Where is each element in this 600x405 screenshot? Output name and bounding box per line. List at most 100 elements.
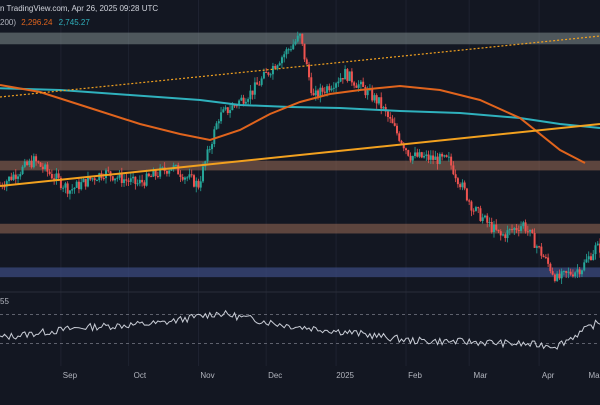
- candle-body: [21, 166, 24, 175]
- x-tick-label: Apr: [542, 371, 555, 380]
- candle-body: [118, 173, 121, 178]
- candle-body: [405, 148, 408, 151]
- candle-body: [549, 263, 552, 272]
- candle-body: [411, 156, 414, 161]
- candle-body: [276, 65, 279, 69]
- candle-body: [66, 183, 69, 194]
- candle-body: [37, 161, 40, 163]
- candle-body: [526, 231, 529, 233]
- candle-body: [132, 176, 135, 179]
- candle-body: [393, 123, 396, 126]
- candle-body: [483, 215, 486, 218]
- candle-body: [86, 176, 89, 187]
- candle-body: [159, 167, 162, 177]
- candle-body: [303, 43, 306, 60]
- candle-body: [260, 78, 263, 85]
- candle-body: [481, 217, 484, 222]
- candle-body: [596, 243, 599, 246]
- candle-body: [30, 160, 33, 168]
- candle-body: [423, 155, 426, 158]
- candle-body: [269, 74, 272, 76]
- candle-body: [123, 179, 126, 183]
- candle-body: [247, 99, 250, 102]
- candle-body: [341, 78, 344, 80]
- candle-body: [305, 59, 308, 65]
- candle-body: [174, 164, 177, 166]
- ascending-trendline: [0, 123, 600, 187]
- candle-body: [317, 90, 320, 98]
- candle-body: [314, 90, 317, 96]
- candle-body: [472, 210, 475, 212]
- candle-body: [592, 254, 595, 261]
- candle-body: [278, 63, 281, 66]
- candle-body: [154, 170, 157, 176]
- ma-legend: 200) 2,296.24 2,745.27: [0, 18, 90, 27]
- candle-body: [59, 177, 62, 189]
- candle-body: [177, 164, 180, 175]
- candle-body: [389, 117, 392, 119]
- candle-body: [127, 180, 130, 182]
- candle-body: [353, 82, 356, 86]
- candle-body: [258, 84, 261, 86]
- candle-body: [161, 167, 164, 169]
- candle-body: [231, 105, 234, 111]
- candle-body: [267, 72, 270, 75]
- candle-body: [251, 90, 254, 95]
- candle-body: [560, 271, 563, 279]
- rsi-line: [0, 309, 600, 350]
- candle-body: [497, 229, 500, 232]
- dotted-trendline: [0, 35, 600, 98]
- candle-body: [565, 271, 568, 273]
- zone-support: [0, 267, 600, 278]
- candle-body: [319, 87, 322, 98]
- candle-body: [235, 105, 238, 107]
- candle-body: [280, 57, 283, 64]
- zone-resistance-low: [0, 223, 600, 234]
- candle-body: [371, 89, 374, 101]
- candle-body: [574, 272, 577, 277]
- candle-body: [44, 164, 47, 170]
- candle-body: [301, 33, 304, 44]
- candle-body: [172, 165, 175, 169]
- candle-body: [326, 86, 329, 93]
- candle-body: [14, 174, 17, 179]
- candle-body: [222, 109, 225, 113]
- candle-body: [420, 152, 423, 158]
- candle-body: [274, 66, 277, 69]
- candle-body: [229, 110, 232, 114]
- candle-body: [416, 152, 419, 157]
- candle-body: [107, 170, 110, 172]
- candle-body: [82, 178, 85, 183]
- candle-body: [265, 72, 268, 74]
- candle-body: [470, 201, 473, 211]
- candle-body: [310, 77, 313, 94]
- candle-body: [364, 86, 367, 96]
- candle-body: [587, 256, 590, 260]
- candle-body: [474, 207, 477, 211]
- candle-body: [179, 174, 182, 178]
- candle-body: [17, 176, 20, 179]
- candle-body: [328, 86, 331, 91]
- candle-body: [524, 222, 527, 232]
- candle-body: [395, 125, 398, 134]
- rsi-label: 55: [0, 297, 9, 306]
- candle-body: [517, 229, 520, 231]
- candle-body: [583, 262, 586, 271]
- candle-body: [215, 123, 218, 130]
- candle-body: [287, 49, 290, 51]
- candle-body: [256, 82, 259, 85]
- candle-body: [508, 229, 511, 231]
- candle-body: [366, 89, 369, 96]
- candle-body: [594, 245, 597, 255]
- candle-body: [386, 111, 389, 118]
- candle-body: [443, 155, 446, 157]
- candle-body: [262, 72, 265, 79]
- x-tick-label: Ma: [588, 371, 600, 380]
- legend-prefix: 200): [0, 18, 17, 27]
- candle-body: [308, 64, 311, 78]
- x-tick-label: Dec: [268, 371, 282, 380]
- x-tick-label: Sep: [63, 371, 78, 380]
- candle-body: [188, 174, 191, 178]
